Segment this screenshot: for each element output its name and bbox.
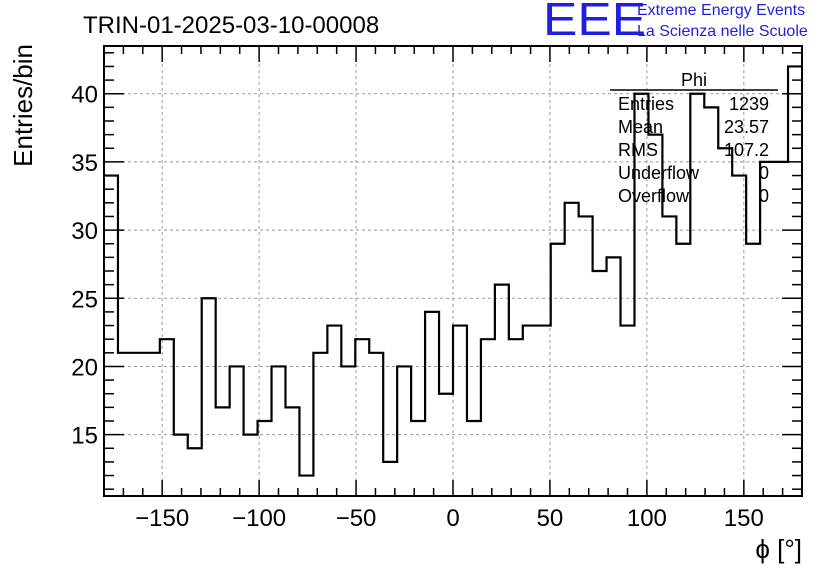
histogram-layer (104, 65, 802, 496)
y-tick-label: 30 (71, 218, 98, 245)
histogram-bin (467, 421, 481, 496)
x-tick-label: 150 (724, 505, 764, 532)
eee-logo-line1: Extreme Energy Events (637, 2, 806, 19)
histogram-bin (593, 271, 607, 496)
histogram-bin (188, 448, 202, 496)
histogram-bin (495, 285, 509, 496)
histogram-bin (662, 216, 676, 496)
stats-row-value: 23.57 (724, 117, 769, 137)
stats-box: Phi Entries 1239 Mean 23.57 RMS 107.2 Underflo… (610, 70, 778, 206)
histogram-bin (676, 244, 690, 496)
eee-logo: EEE Extreme Energy Events La Scienza nel… (543, 0, 836, 46)
histogram-bin (341, 366, 355, 496)
histogram-bin (760, 162, 774, 496)
histogram-bin (397, 366, 411, 496)
histogram-bin (146, 353, 160, 496)
histogram-bin (481, 339, 495, 496)
eee-logo-line2: La Scienza nelle Scuole (637, 23, 808, 40)
stats-row-value: 0 (759, 186, 769, 206)
stats-row-label: Entries (618, 94, 674, 114)
y-tick-label: 25 (71, 286, 98, 313)
histogram-bin (453, 326, 467, 496)
histogram-bin (132, 353, 146, 496)
histogram-bin (272, 366, 286, 496)
x-tick-label: −100 (232, 505, 286, 532)
stats-row-label: Mean (618, 117, 663, 137)
histogram-bin (732, 176, 746, 496)
histogram-bin (230, 366, 244, 496)
histogram-bin (551, 244, 565, 496)
run-title: TRIN-01-2025-03-10-00008 (83, 12, 379, 39)
histogram-bin (565, 203, 579, 496)
histogram-bin (411, 421, 425, 496)
histogram-bin (509, 339, 523, 496)
histogram-bin (621, 326, 635, 496)
x-tick-label: 100 (627, 505, 667, 532)
histogram-outline (104, 65, 802, 477)
y-tick-label: 15 (71, 423, 98, 450)
x-axis-label: ϕ [°] (755, 534, 802, 564)
x-tick-label: 50 (537, 505, 564, 532)
y-tick-label: 40 (71, 82, 98, 109)
histogram-bin (216, 407, 230, 496)
stats-row-value: 107.2 (724, 140, 769, 160)
histogram-bin (704, 107, 718, 496)
y-tick-label: 35 (71, 150, 98, 177)
stats-title: Phi (681, 70, 707, 90)
x-tick-label: −50 (336, 505, 377, 532)
histogram-bin (607, 257, 621, 496)
histogram-bin (523, 326, 537, 496)
histogram-bin (244, 435, 258, 496)
y-tick-label: 20 (71, 354, 98, 381)
histogram-bin (285, 407, 299, 496)
histogram-bin (774, 162, 788, 496)
x-tick-label: −150 (135, 505, 189, 532)
histogram-bin (174, 435, 188, 496)
stats-row-value: 0 (759, 163, 769, 183)
histogram-bin (299, 476, 313, 496)
histogram-bin (355, 339, 369, 496)
y-axis-label: Entries/bin (8, 44, 38, 167)
histogram-bin (579, 216, 593, 496)
stats-row-label: Underflow (618, 163, 700, 183)
histogram-bin (118, 353, 132, 496)
histogram-bin (327, 326, 341, 496)
stats-row-label: RMS (618, 140, 658, 160)
x-tick-label: 0 (446, 505, 459, 532)
ticks-layer: −150 −100 −50 0 50 100 150 15 20 25 30 35 40 (71, 46, 803, 532)
histogram-bin (718, 148, 732, 496)
histogram-bin (425, 312, 439, 496)
histogram-bin (313, 353, 327, 496)
histogram-bin (788, 66, 802, 496)
histogram-bin (202, 298, 216, 496)
histogram-bin (746, 244, 760, 496)
histogram-bin (537, 326, 551, 496)
eee-logo-mark: EEE (543, 0, 647, 45)
histogram-bin (369, 353, 383, 496)
histogram-bin (690, 94, 704, 496)
histogram-bin (439, 394, 453, 496)
stats-row-value: 1239 (729, 94, 769, 114)
histogram-bin (160, 339, 174, 496)
stats-row-label: Overflow (618, 186, 690, 206)
